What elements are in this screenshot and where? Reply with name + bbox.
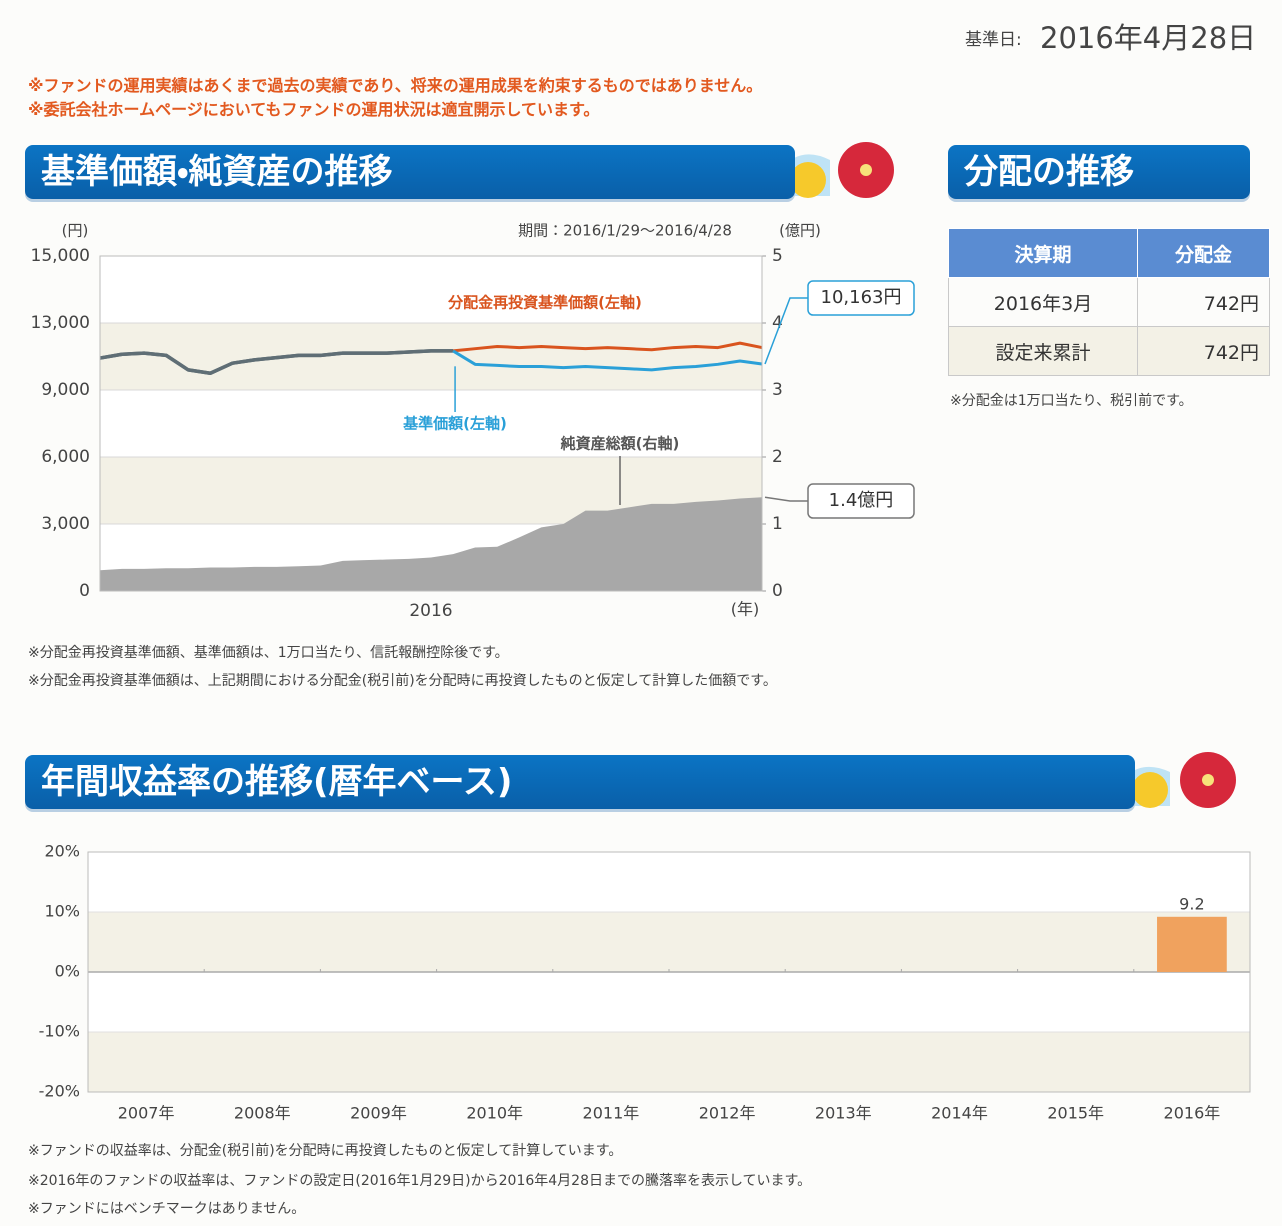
flower-center — [860, 164, 872, 176]
band — [88, 1032, 1250, 1092]
cell: 742円 — [1138, 327, 1270, 376]
y-tick-label: 0% — [55, 962, 80, 981]
section-title: 年間収益率の推移(暦年ベース) — [41, 759, 512, 805]
note: ※2016年のファンドの収益率は、ファンドの設定日(2016年1月29日)から2… — [28, 1170, 811, 1190]
x-unit: (年) — [731, 600, 760, 619]
x-tick-label: 2011年 — [583, 1104, 640, 1123]
y2-unit: (億円) — [779, 222, 821, 240]
x-tick-label: 2016 — [409, 601, 452, 621]
x-tick-label: 2009年 — [350, 1104, 407, 1123]
chart-subtitle: 期間：2016/1/29～2016/4/28 — [518, 222, 732, 240]
date-label: 基準日: — [965, 30, 1022, 50]
y-tick-label: 6,000 — [41, 447, 90, 467]
x-tick-label: 2013年 — [815, 1104, 872, 1123]
y-tick-label: 10% — [44, 902, 80, 921]
y2-tick-label: 0 — [772, 581, 783, 601]
note: ※分配金再投資基準価額、基準価額は、1万口当たり、信託報酬控除後です。 — [28, 642, 509, 662]
warning: ※委託会社ホームページにおいてもファンドの運用状況は適宜開示しています。 — [28, 96, 599, 120]
x-tick-label: 2016年 — [1164, 1104, 1221, 1123]
series-label: 分配金再投資基準価額(左軸) — [447, 294, 642, 312]
y-tick-label: 0 — [79, 581, 90, 601]
note: ※分配金再投資基準価額は、上記期間における分配金(税引前)を分配時に再投資したも… — [28, 670, 904, 692]
band — [100, 323, 762, 390]
flower-center — [1202, 774, 1214, 786]
y2-tick-label: 3 — [772, 380, 783, 400]
x-tick-label: 2010年 — [466, 1104, 523, 1123]
y2-tick-label: 1 — [772, 514, 783, 534]
series-label: 基準価額(左軸) — [402, 415, 507, 433]
section-banner: 基準価額・純資産の推移 — [25, 145, 795, 199]
section-title: 分配の推移 — [964, 149, 1134, 195]
y-tick-label: -10% — [39, 1022, 80, 1041]
cell: 742円 — [1138, 278, 1270, 327]
cell: 2016年3月 — [949, 278, 1138, 327]
series-label: 純資産総額(右軸) — [560, 435, 680, 453]
y-tick-label: 9,000 — [41, 380, 90, 400]
section-banner: 分配の推移 — [948, 145, 1250, 199]
table-header: 決算期分配金 — [949, 229, 1270, 278]
y2-tick-label: 2 — [772, 447, 783, 467]
y2-tick-label: 5 — [772, 246, 783, 266]
x-tick-label: 2008年 — [234, 1104, 291, 1123]
note: ※ファンドの収益率は、分配金(税引前)を分配時に再投資したものと仮定して計算して… — [28, 1140, 622, 1160]
value-label: 1.4億円 — [829, 490, 894, 511]
cell: 設定来累計 — [949, 327, 1138, 376]
y-tick-label: -20% — [39, 1082, 80, 1101]
header-cell: 決算期 — [949, 229, 1138, 278]
header-cell: 分配金 — [1138, 229, 1270, 278]
y-tick-label: 3,000 — [41, 514, 90, 534]
date: 2016年4月28日 — [1040, 21, 1256, 55]
y-tick-label: 20% — [44, 842, 80, 861]
bar — [1157, 917, 1227, 972]
x-tick-label: 2012年 — [699, 1104, 756, 1123]
note: ※分配金は1万口当たり、税引前です。 — [950, 390, 1193, 410]
y-tick-label: 13,000 — [31, 313, 90, 333]
section-title: 基準価額・純資産の推移 — [41, 149, 393, 195]
section-banner: 年間収益率の推移(暦年ベース) — [25, 755, 1135, 809]
label-connector — [765, 497, 808, 501]
band — [88, 912, 1250, 972]
y-unit: (円) — [62, 222, 89, 240]
x-tick-label: 2015年 — [1047, 1104, 1104, 1123]
warning: ※ファンドの運用実績はあくまで過去の実績であり、将来の運用成果を約束するものでは… — [28, 72, 762, 96]
flower — [790, 162, 826, 198]
flower — [1132, 772, 1168, 808]
x-tick-label: 2014年 — [931, 1104, 988, 1123]
value-label: 10,163円 — [821, 287, 902, 308]
y-tick-label: 15,000 — [31, 246, 90, 266]
x-tick-label: 2007年 — [118, 1104, 175, 1123]
data-label: 9.2 — [1179, 894, 1204, 913]
note: ※ファンドにはベンチマークはありません。 — [28, 1198, 305, 1218]
page: {"header":{"date_label":"基準日:","date":"2… — [0, 0, 1282, 1226]
